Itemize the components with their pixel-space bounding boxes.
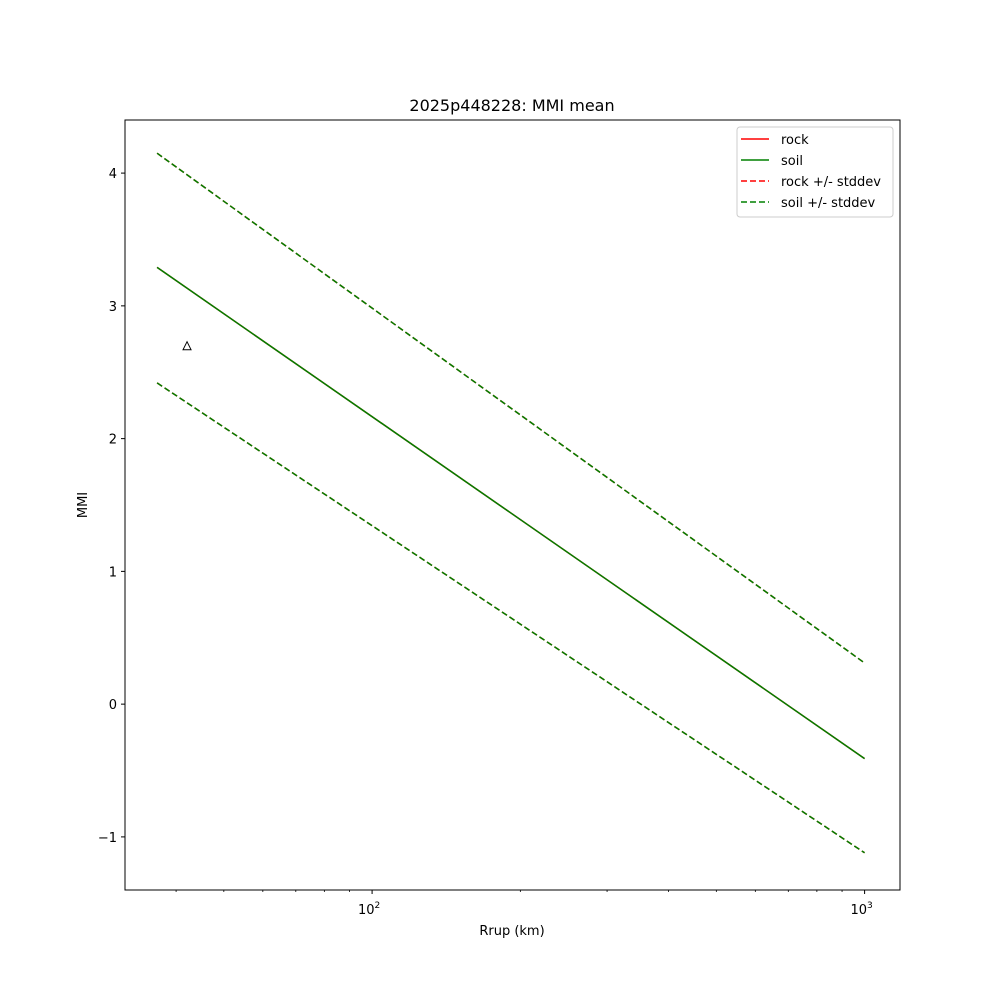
legend-label-rock: rock (781, 133, 809, 148)
x-tick-label: 102 (358, 901, 380, 918)
observation-layer (182, 340, 192, 351)
x-tick-exponent: 2 (374, 901, 380, 911)
x-axis-label: Rrup (km) (479, 924, 544, 939)
series-layer (156, 152, 866, 854)
observation-marker (182, 340, 192, 351)
y-tick-label: 0 (109, 698, 117, 713)
series-line-soil-stddev-upper (156, 152, 866, 664)
x-tick-label: 103 (850, 901, 872, 918)
y-tick-label: 2 (109, 433, 117, 448)
chart-title: 2025p448228: MMI mean (409, 96, 614, 115)
legend-label-soil: soil (781, 154, 803, 169)
y-tick-label: −1 (98, 831, 117, 846)
x-axis-ticks: 102 103 (175, 890, 873, 918)
x-tick-exponent: 3 (867, 901, 873, 911)
y-tick-label: 4 (109, 167, 117, 182)
y-axis-ticks: −1 0 1 2 3 4 (98, 167, 125, 846)
series-line-soil-stddev-lower (156, 382, 866, 854)
series-line-soil (156, 266, 866, 760)
y-tick-label: 1 (109, 565, 117, 580)
legend-label-soil-stddev: soil +/- stddev (781, 196, 876, 211)
plot-area (125, 120, 900, 890)
legend-label-rock-stddev: rock +/- stddev (781, 175, 881, 190)
legend-box (736, 126, 894, 218)
y-axis-label: MMI (76, 492, 91, 518)
legend: rock soil rock +/- stddev soil +/- stddev (736, 126, 894, 218)
y-tick-label: 3 (109, 300, 117, 315)
plot-frame (124, 119, 901, 891)
